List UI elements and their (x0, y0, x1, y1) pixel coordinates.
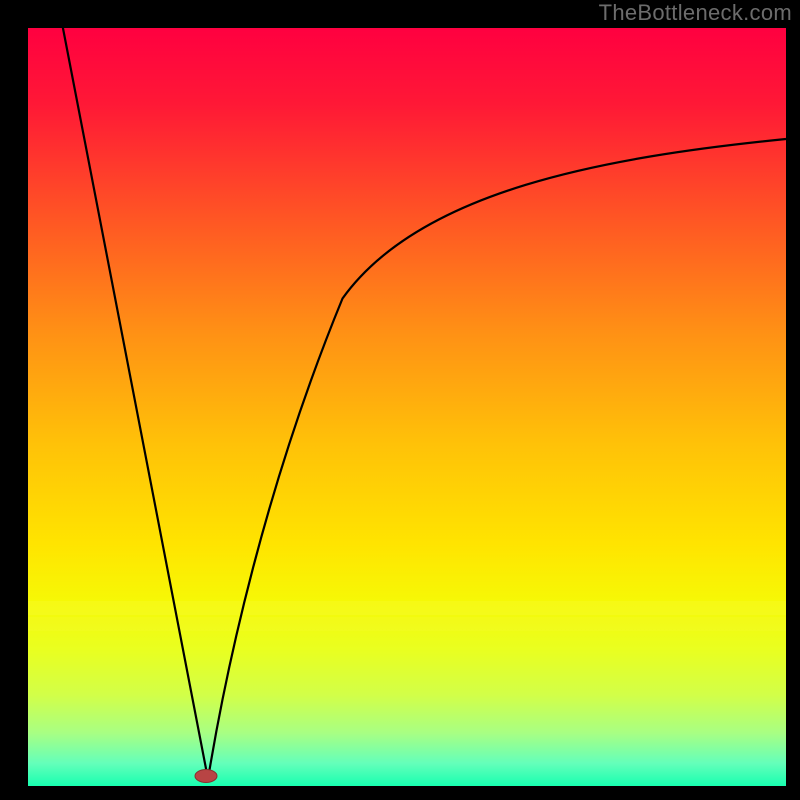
border-bottom (0, 786, 800, 800)
border-left (0, 0, 28, 800)
border-right (786, 0, 800, 800)
plot-area (0, 0, 800, 800)
watermark-text: TheBottleneck.com (599, 0, 792, 26)
chart-root: TheBottleneck.com (0, 0, 800, 800)
